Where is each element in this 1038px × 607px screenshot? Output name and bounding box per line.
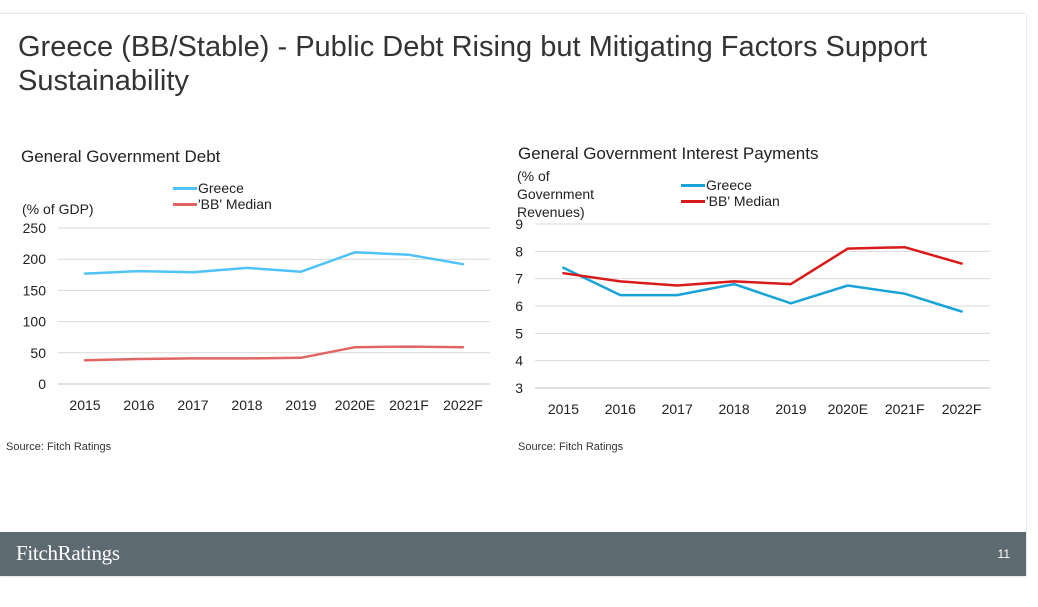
right-chart-x-tick-label: 2021F bbox=[885, 401, 925, 417]
left-chart-x-tick-label: 2018 bbox=[231, 397, 262, 413]
right-legend-greece-label: Greece bbox=[706, 177, 752, 193]
right-chart-x-tick-label: 2016 bbox=[605, 401, 636, 417]
left-chart-x-tick-label: 2017 bbox=[177, 397, 208, 413]
right-chart-title: General Government Interest Payments bbox=[518, 144, 819, 163]
right-chart-x-tick-label: 2020E bbox=[828, 401, 868, 417]
right-line-chart: 3 4 5 6 7 8 9 2015 2016 2017 2018 2019 2020E 2021F 202… bbox=[515, 216, 990, 417]
fitch-ratings-logo: FitchRatings bbox=[16, 541, 120, 565]
right-legend: Greece 'BB' Median bbox=[681, 177, 780, 209]
left-chart-y-tick-label: 100 bbox=[23, 314, 47, 330]
left-chart-x-tick-label: 2022F bbox=[443, 397, 483, 413]
right-chart-y-tick-label: 4 bbox=[515, 353, 523, 369]
right-chart-y-tick-label: 3 bbox=[515, 380, 523, 396]
left-chart-title: General Government Debt bbox=[21, 147, 221, 166]
left-legend-bb-median-swatch bbox=[173, 202, 197, 206]
right-chart-y-tick-label: 8 bbox=[515, 243, 523, 259]
right-chart-greece-line bbox=[562, 266, 963, 313]
right-y-axis-label: (% of Government Revenues) bbox=[517, 168, 595, 220]
left-chart-bb-median-line bbox=[83, 345, 465, 362]
left-legend-bb-median: 'BB' Median bbox=[173, 196, 272, 212]
left-chart-x-tick-label: 2016 bbox=[123, 397, 154, 413]
left-legend-greece-swatch bbox=[173, 186, 197, 190]
right-legend-bb-median-swatch bbox=[681, 199, 705, 203]
left-chart-y-tick-label: 150 bbox=[23, 282, 47, 298]
left-chart-x-tick-label: 2021F bbox=[389, 397, 429, 413]
left-chart-greece-line bbox=[83, 251, 465, 275]
left-chart-x-tick-label: 2015 bbox=[69, 397, 100, 413]
left-line-chart: 0 50 100 150 200 250 2015 2016 2017 2018 2019 2020E… bbox=[23, 220, 490, 413]
left-y-axis-label: (% of GDP) bbox=[22, 201, 94, 217]
page-number: 11 bbox=[997, 547, 1010, 561]
right-chart-x-tick-label: 2017 bbox=[662, 401, 693, 417]
slide: Greece (BB/Stable) - Public Debt Rising … bbox=[0, 14, 1026, 576]
right-chart-bb-median-line bbox=[562, 245, 963, 287]
right-chart-x-tick-label: 2015 bbox=[548, 401, 579, 417]
left-source-note: Source: Fitch Ratings bbox=[6, 441, 112, 453]
right-chart-x-tick-label: 2018 bbox=[718, 401, 749, 417]
right-legend-bb-median: 'BB' Median bbox=[681, 193, 780, 209]
left-legend-bb-median-label: 'BB' Median bbox=[198, 196, 272, 212]
left-chart-y-tick-label: 50 bbox=[30, 345, 46, 361]
right-chart-y-tick-label: 6 bbox=[515, 298, 523, 314]
right-source-note: Source: Fitch Ratings bbox=[518, 441, 624, 453]
right-legend-bb-median-label: 'BB' Median bbox=[706, 193, 780, 209]
slide-title: Greece (BB/Stable) - Public Debt Rising … bbox=[18, 31, 928, 97]
left-legend: Greece 'BB' Median bbox=[173, 180, 272, 212]
footer-bar: FitchRatings 11 bbox=[0, 532, 1026, 576]
left-chart-y-tick-label: 200 bbox=[23, 251, 47, 267]
right-legend-greece: Greece bbox=[681, 177, 780, 193]
left-legend-greece: Greece bbox=[173, 180, 272, 196]
left-legend-greece-label: Greece bbox=[198, 180, 244, 196]
right-chart-y-tick-label: 5 bbox=[515, 325, 523, 341]
left-chart-x-tick-label: 2020E bbox=[335, 397, 375, 413]
right-chart-x-tick-label: 2019 bbox=[775, 401, 806, 417]
left-chart-y-tick-label: 250 bbox=[23, 220, 47, 236]
right-chart-y-tick-label: 7 bbox=[515, 271, 523, 287]
right-chart-y-tick-label: 9 bbox=[515, 216, 523, 232]
right-legend-greece-swatch bbox=[681, 183, 705, 187]
right-chart-x-tick-label: 2022F bbox=[942, 401, 982, 417]
left-chart-y-tick-label: 0 bbox=[38, 376, 46, 392]
left-chart-x-tick-label: 2019 bbox=[285, 397, 316, 413]
